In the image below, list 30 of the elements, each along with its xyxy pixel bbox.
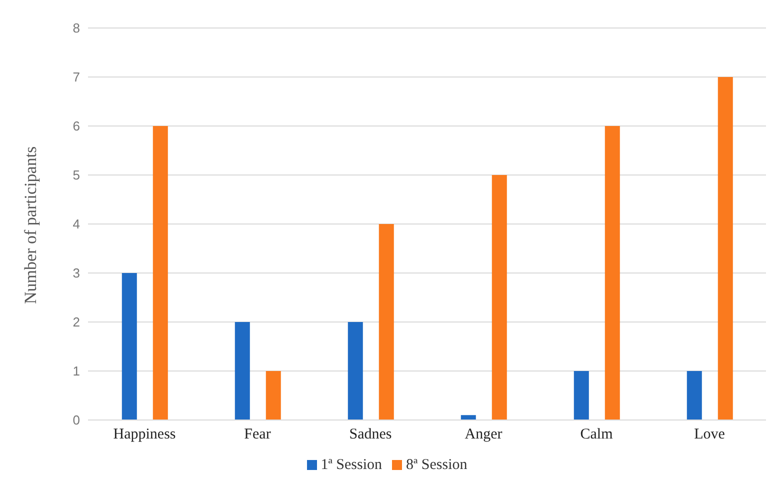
bar xyxy=(492,175,507,420)
bar xyxy=(378,224,394,420)
x-tick-label: Anger xyxy=(464,426,502,443)
legend-label: 1ª Session xyxy=(320,457,382,473)
bar xyxy=(152,126,168,420)
y-axis-title: Number of participants xyxy=(21,146,40,304)
x-tick-label: Happiness xyxy=(113,426,176,443)
y-tick-label: 6 xyxy=(72,118,80,134)
x-tick-label: Fear xyxy=(244,426,271,443)
bar xyxy=(234,322,250,420)
x-tick-label: Sadnes xyxy=(349,426,392,443)
bar xyxy=(122,273,137,420)
legend-label: 8ª Session xyxy=(406,457,468,473)
y-tick-label: 5 xyxy=(72,168,80,183)
x-tick-label: Calm xyxy=(580,426,614,443)
y-tick-label: 1 xyxy=(72,364,80,379)
bar xyxy=(348,322,363,420)
bar xyxy=(266,371,281,420)
y-tick-label: 8 xyxy=(72,20,80,36)
y-tick-label: 4 xyxy=(72,216,80,232)
bar xyxy=(686,371,702,420)
bar xyxy=(718,77,733,420)
y-tick-label: 7 xyxy=(72,70,80,85)
y-tick-label: 2 xyxy=(72,314,80,330)
bar xyxy=(574,371,589,420)
y-tick-label: 3 xyxy=(72,266,80,281)
bar xyxy=(460,415,476,420)
bar xyxy=(604,126,620,420)
x-tick-label: Love xyxy=(694,426,726,443)
y-tick-label: 0 xyxy=(72,412,80,428)
